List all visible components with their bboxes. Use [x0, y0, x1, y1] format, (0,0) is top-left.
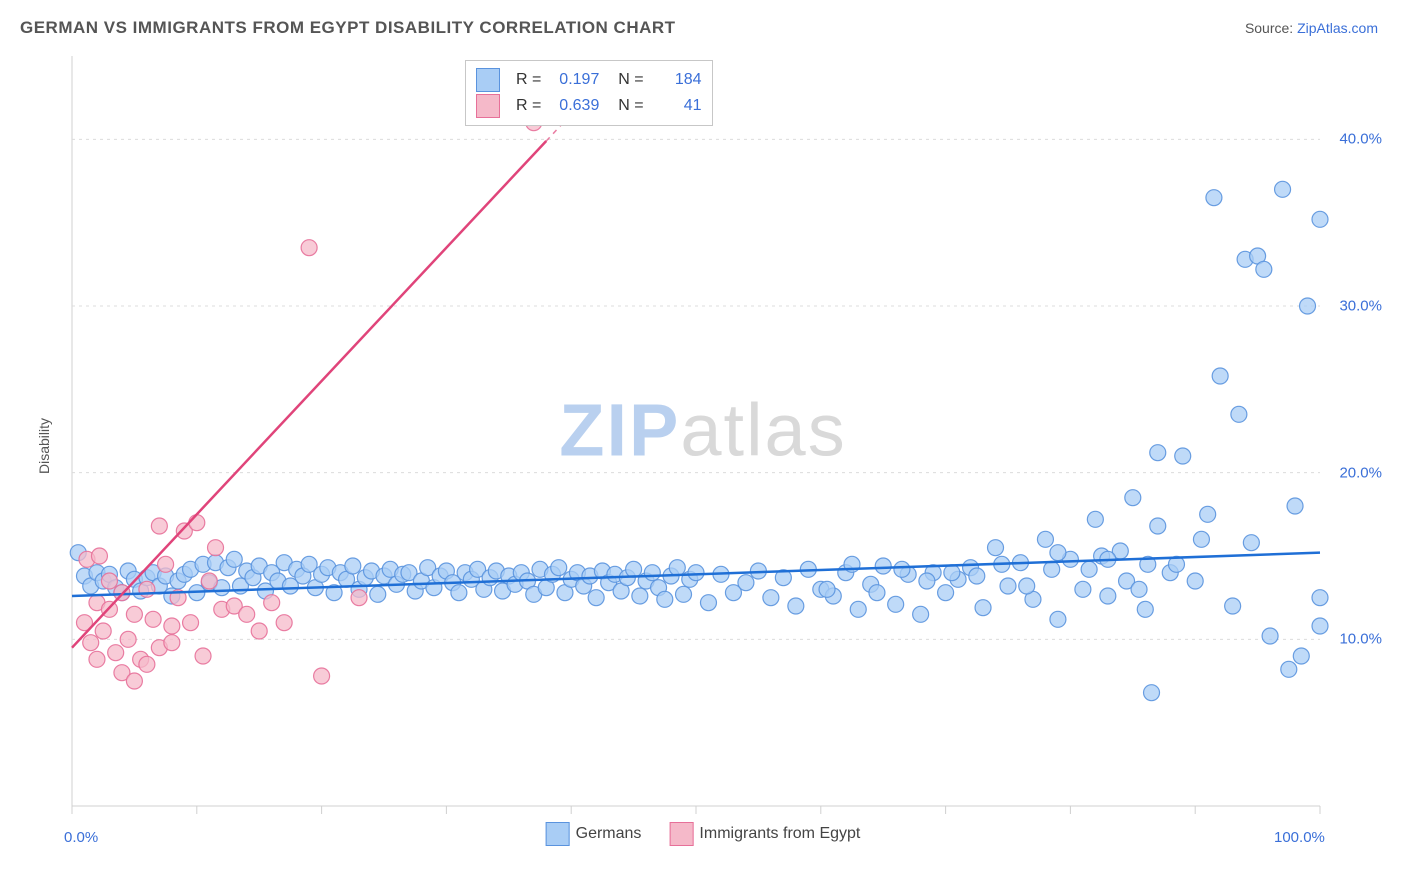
legend-item: Germans	[546, 822, 642, 846]
legend-label: Immigrants from Egypt	[699, 825, 860, 842]
chart-container: Disability ZIPatlas R =0.197 N =184R =0.…	[20, 46, 1386, 846]
x-axis-max-label: 100.0%	[1274, 829, 1325, 846]
scatter-chart	[20, 46, 1386, 846]
source-label: Source:	[1245, 20, 1293, 36]
legend-item: Immigrants from Egypt	[669, 822, 860, 846]
y-axis-label: Disability	[36, 418, 52, 474]
legend-swatch	[476, 94, 500, 118]
legend-swatch	[669, 822, 693, 846]
r-value: 0.197	[551, 71, 599, 89]
source-attribution: Source: ZipAtlas.com	[1245, 20, 1378, 36]
y-axis-tick-label: 10.0%	[1339, 631, 1382, 648]
y-axis-tick-label: 20.0%	[1339, 464, 1382, 481]
n-value: 41	[654, 97, 702, 115]
y-axis-tick-label: 30.0%	[1339, 298, 1382, 315]
chart-title: GERMAN VS IMMIGRANTS FROM EGYPT DISABILI…	[20, 18, 676, 38]
correlation-stats-box: R =0.197 N =184R =0.639 N =41	[465, 60, 713, 126]
legend-label: Germans	[576, 825, 642, 842]
legend-swatch	[546, 822, 570, 846]
source-link[interactable]: ZipAtlas.com	[1297, 20, 1378, 36]
stats-row: R =0.639 N =41	[476, 93, 702, 119]
x-axis-min-label: 0.0%	[64, 829, 98, 846]
n-value: 184	[654, 71, 702, 89]
legend-swatch	[476, 68, 500, 92]
stats-row: R =0.197 N =184	[476, 67, 702, 93]
r-value: 0.639	[551, 97, 599, 115]
y-axis-tick-label: 40.0%	[1339, 131, 1382, 148]
legend: Germans Immigrants from Egypt	[546, 822, 861, 846]
